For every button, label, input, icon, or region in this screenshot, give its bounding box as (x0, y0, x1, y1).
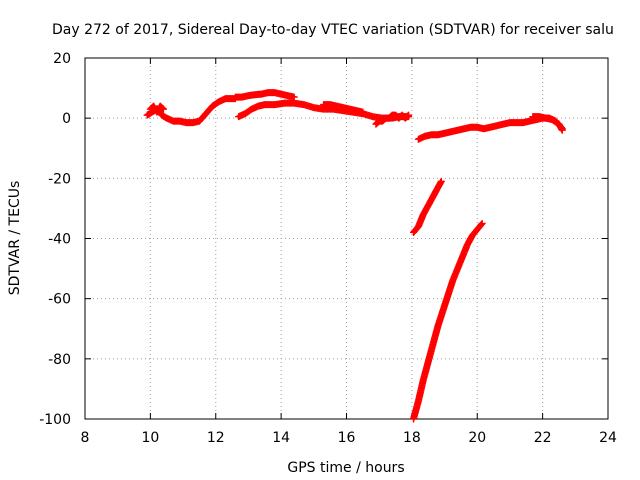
series-arc2 (231, 89, 298, 101)
chart-title: Day 272 of 2017, Sidereal Day-to-day VTE… (52, 22, 614, 38)
x-tick-label: 24 (599, 430, 617, 446)
y-tick-label: -100 (39, 412, 71, 428)
data-point (290, 93, 298, 101)
data-point (558, 126, 566, 134)
y-tick-label: 20 (53, 51, 71, 67)
x-tick-label: 8 (81, 430, 90, 446)
axis-ticks: 8 10 12 14 16 18 20 22 24 -100 -80 -60 -40 -20 0 20 (39, 51, 617, 446)
y-axis-label: SDTVAR / TECUs (7, 181, 23, 296)
data-point (405, 111, 413, 119)
y-tick-label: -20 (48, 171, 71, 187)
series-arc3c (372, 111, 413, 128)
series-arc6 (410, 219, 486, 423)
x-tick-label: 12 (207, 430, 225, 446)
x-axis-label: GPS time / hours (287, 460, 404, 476)
series-arc5 (410, 177, 445, 236)
y-tick-label: -80 (48, 352, 71, 368)
y-tick-label: -60 (48, 292, 71, 308)
series-arc1b (146, 102, 167, 116)
data-point (478, 219, 486, 227)
x-tick-label: 10 (141, 430, 159, 446)
x-tick-label: 14 (272, 430, 290, 446)
data-point (437, 177, 445, 185)
data-point (404, 112, 412, 120)
data-point (159, 104, 167, 112)
x-tick-label: 18 (403, 430, 421, 446)
data-point (359, 108, 367, 116)
x-tick-label: 20 (468, 430, 486, 446)
y-tick-label: -40 (48, 232, 71, 248)
series-arc3b (320, 101, 367, 116)
data-point (159, 105, 167, 113)
data-series (143, 89, 566, 423)
series-arc4b (529, 113, 566, 134)
data-point (477, 220, 485, 228)
x-tick-label: 22 (534, 430, 552, 446)
x-tick-label: 16 (338, 430, 356, 446)
y-tick-label: 0 (62, 111, 71, 127)
